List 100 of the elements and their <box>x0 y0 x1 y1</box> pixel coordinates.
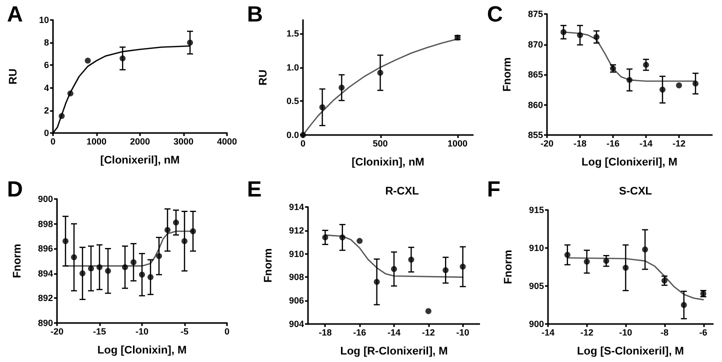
point <box>122 264 128 270</box>
point <box>88 265 94 272</box>
y-axis-title: RU <box>8 68 20 84</box>
point <box>643 62 649 68</box>
y-tick-label: 875 <box>528 9 543 19</box>
point <box>322 234 328 240</box>
x-tick-label: -14 <box>639 138 653 148</box>
y-tick-label: 900 <box>38 194 53 204</box>
y-tick-label: 0.0 <box>286 130 299 140</box>
x-axis-title: Log [Clonixin], M <box>97 344 187 356</box>
point <box>564 252 570 258</box>
point <box>356 238 363 244</box>
point <box>164 227 170 233</box>
point <box>96 264 102 270</box>
y-axis-title: Fnorm <box>262 248 274 283</box>
x-axis-title: Log [Clonixeril], M <box>582 156 678 168</box>
point <box>319 104 326 110</box>
point <box>594 34 600 40</box>
point <box>560 29 566 36</box>
point <box>67 90 74 96</box>
point <box>339 234 346 240</box>
point <box>603 258 610 264</box>
x-axis-title: Log [S-Clonixeril], M <box>577 346 684 358</box>
x-tick-label: 1000 <box>448 138 468 148</box>
x-tick-label: -20 <box>50 326 64 336</box>
point <box>377 70 384 76</box>
y-tick-label: 910 <box>288 248 304 259</box>
chart-title: E <box>247 176 262 202</box>
y-tick-label: 908 <box>288 272 304 282</box>
y-tick-label: 910 <box>528 243 544 253</box>
y-tick-label: 892 <box>38 293 53 304</box>
y-tick-label: 2 <box>44 105 49 116</box>
y-tick-label: 904 <box>288 319 304 329</box>
x-tick-label: -6 <box>699 328 708 338</box>
chart-title: A <box>7 2 23 26</box>
x-axis-title: [Clonixin], nM <box>352 156 424 168</box>
x-tick-label: -10 <box>619 328 632 338</box>
x-tick-label: -20 <box>540 138 554 148</box>
y-axis-title: Fnorm <box>12 244 24 278</box>
y-tick-label: 906 <box>288 296 304 306</box>
y-tick-label: 890 <box>38 318 53 328</box>
x-tick-label: -12 <box>672 138 686 148</box>
x-tick-label: -10 <box>456 328 470 338</box>
point <box>676 82 682 88</box>
point <box>338 84 345 91</box>
point <box>661 278 668 284</box>
chart-subtitle: S-CXL <box>619 186 652 198</box>
y-tick-label: 896 <box>38 244 53 254</box>
point <box>692 80 698 87</box>
x-tick-label: -12 <box>580 328 594 338</box>
x-tick-label: -10 <box>135 326 149 336</box>
y-axis-title: RU <box>258 70 270 86</box>
x-tick-label: 3000 <box>173 136 194 146</box>
x-tick-label: -5 <box>180 326 189 336</box>
point <box>148 274 154 280</box>
point <box>182 238 188 244</box>
x-tick-label: 1000 <box>86 136 107 146</box>
x-tick-label: 4000 <box>216 136 238 146</box>
y-tick-label: 865 <box>528 70 543 80</box>
y-tick-label: 870 <box>528 39 543 50</box>
x-tick-label: -18 <box>573 138 587 148</box>
x-axis-title: [Clonixeril], nM <box>100 154 180 166</box>
x-tick-label: -14 <box>541 328 555 338</box>
point <box>120 55 126 62</box>
chart-title: B <box>247 2 263 26</box>
point <box>626 76 632 83</box>
y-axis-title: Fnorm <box>502 250 514 284</box>
point <box>425 308 432 314</box>
point <box>442 267 449 274</box>
point <box>680 302 687 308</box>
y-tick-label: 905 <box>528 281 544 291</box>
x-tick-label: -18 <box>318 328 332 338</box>
point <box>577 32 583 38</box>
point <box>139 272 145 278</box>
y-tick-label: 912 <box>288 225 304 236</box>
point <box>622 264 629 271</box>
point <box>460 264 466 270</box>
y-tick-label: 914 <box>288 202 304 212</box>
y-tick-label: 860 <box>528 100 543 110</box>
x-tick-label: -8 <box>660 328 668 338</box>
y-tick-label: 894 <box>38 268 53 278</box>
y-tick-label: 10 <box>38 15 49 25</box>
point <box>156 253 162 260</box>
point <box>173 220 179 226</box>
point <box>391 266 397 272</box>
y-tick-label: 4 <box>44 82 49 93</box>
x-tick-label: -16 <box>353 328 366 338</box>
point <box>187 40 194 46</box>
y-tick-label: 0.5 <box>286 96 299 106</box>
chart-title: C <box>487 2 503 26</box>
point <box>71 254 77 260</box>
point <box>190 228 196 234</box>
x-tick-label: 0 <box>224 326 230 336</box>
point <box>584 258 590 265</box>
y-tick-label: 6 <box>44 60 49 70</box>
chart-title: F <box>487 176 500 202</box>
y-tick-label: 855 <box>528 130 543 140</box>
point <box>62 238 68 244</box>
y-tick-label: 898 <box>38 218 53 229</box>
y-tick-label: 1.0 <box>286 62 299 72</box>
